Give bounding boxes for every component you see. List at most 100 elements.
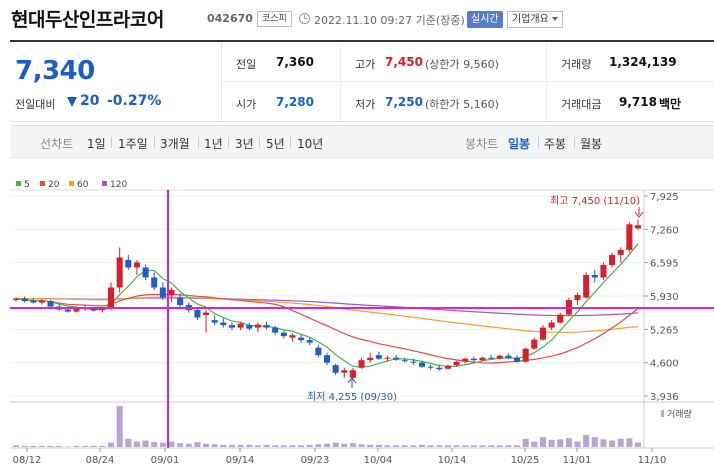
- volume-bar: [600, 439, 607, 447]
- volume-bar: [246, 444, 253, 447]
- market-badge: 코스피: [257, 11, 292, 27]
- volume-bar: [565, 438, 572, 447]
- candlestick-chart[interactable]: 5 20 60 120 7,925 7,260 6,595 5,930 5,265 4,600 3,…: [0, 160, 714, 471]
- lower-limit: (하한가 5,160): [425, 98, 499, 111]
- period-1y[interactable]: 1년: [204, 137, 223, 151]
- volume-bar: [479, 445, 486, 447]
- candle-weekly[interactable]: 주봉: [544, 137, 567, 151]
- period-1w[interactable]: 1주일: [118, 137, 148, 151]
- volume-bar: [401, 445, 408, 447]
- candle: [177, 297, 184, 306]
- volume-bar: [12, 445, 20, 447]
- candle: [30, 300, 37, 303]
- volume-bar: [64, 446, 71, 447]
- high-cell: 고가 7,450 (상한가 9,560): [340, 42, 546, 82]
- volume-bar: [263, 444, 270, 447]
- volume-bar: [306, 444, 313, 447]
- candle: [419, 362, 426, 367]
- low-cell: 저가 7,250 (하한가 5,160): [340, 82, 546, 122]
- open-cell: 시가 7,280: [222, 82, 340, 122]
- volume-bar: [220, 444, 227, 447]
- volume-bar: [38, 445, 45, 447]
- stock-name: 현대두산인프라코어: [11, 9, 164, 31]
- legend-label-5: 5: [24, 180, 30, 190]
- ma60-line: [15, 296, 639, 334]
- volume-bar: [505, 445, 512, 447]
- prev-close-label: 전일: [236, 58, 257, 71]
- high-value: 7,450: [385, 55, 423, 69]
- upper-limit: (상한가 9,560): [425, 58, 499, 71]
- volume-bar: [539, 437, 546, 447]
- candle: [427, 366, 434, 368]
- volume-bar: [30, 445, 37, 447]
- x-tick-label: 10/14: [438, 455, 467, 466]
- candle-daily[interactable]: 일봉: [508, 137, 531, 151]
- y-tick-label: 7,925: [650, 192, 679, 203]
- candle: [220, 322, 227, 326]
- candle: [133, 262, 140, 268]
- period-5y[interactable]: 5년: [266, 137, 285, 151]
- volume-bar: [254, 445, 261, 447]
- volume-bar: [462, 445, 469, 447]
- stock-header: 현대두산인프라코어 042670 코스피 2022.11.10 09:27 기준…: [0, 0, 714, 38]
- volume-bar: [280, 445, 287, 447]
- candle: [393, 357, 400, 360]
- change-label: 전일대비: [15, 98, 56, 111]
- company-info-label: 기업개요: [512, 14, 549, 25]
- period-1d[interactable]: 1일: [87, 137, 106, 151]
- volume-bar: [151, 442, 158, 447]
- volume-bar: [133, 441, 140, 447]
- candle: [159, 287, 166, 298]
- candle: [47, 301, 54, 307]
- ma20-line: [15, 293, 639, 364]
- candle: [505, 355, 512, 358]
- chevron-down-icon: [551, 17, 558, 21]
- candle: [298, 337, 305, 341]
- candle: [12, 298, 20, 301]
- candle-chart-tab[interactable]: 봉차트: [465, 137, 499, 151]
- line-chart-tab[interactable]: 선차트: [40, 137, 74, 151]
- candle: [263, 325, 270, 328]
- candle: [539, 327, 546, 340]
- period-3m[interactable]: 3개월: [160, 137, 190, 151]
- candle: [470, 358, 477, 361]
- volume-bar: [557, 439, 564, 447]
- divider: [154, 137, 155, 148]
- volume-bar: [56, 445, 63, 447]
- volume-bar: [634, 442, 642, 447]
- volume-bar: [393, 445, 400, 447]
- y-tick-label: 3,936: [650, 392, 679, 403]
- candle: [634, 225, 642, 229]
- candle: [453, 361, 460, 366]
- price-chart[interactable]: 5 20 60 120 7,925 7,260 6,595 5,930 5,265 4,600 3,…: [0, 160, 714, 471]
- volume-bar: [358, 444, 365, 447]
- candle: [358, 360, 365, 368]
- change-percent: -0.27%: [107, 93, 162, 109]
- amount-label: 거래대금: [561, 98, 602, 111]
- volume-bar: [341, 443, 348, 447]
- period-3y[interactable]: 3년: [235, 137, 254, 151]
- volume-bar: [90, 445, 97, 447]
- candle: [237, 323, 244, 328]
- candle: [349, 370, 356, 378]
- company-info-dropdown[interactable]: 기업개요: [507, 11, 563, 28]
- period-10y[interactable]: 10년: [297, 137, 324, 151]
- down-arrow-icon: [67, 97, 77, 107]
- volume-bar: [367, 444, 374, 447]
- volume-bar: [237, 444, 244, 447]
- candle: [228, 325, 235, 328]
- candle: [116, 257, 123, 288]
- volume-label: 거래량: [561, 58, 592, 71]
- y-tick-label: 4,600: [650, 359, 679, 370]
- legend-label-60: 60: [77, 180, 89, 190]
- candle: [64, 309, 71, 312]
- candle-monthly[interactable]: 월봉: [580, 137, 603, 151]
- candle: [600, 264, 607, 278]
- realtime-button[interactable]: 실시간: [467, 11, 503, 28]
- legend-swatch-60: [69, 181, 74, 186]
- candle: [462, 358, 469, 362]
- volume-bar: [168, 441, 175, 447]
- clock-icon: [299, 13, 310, 24]
- change-value: 20: [80, 93, 100, 109]
- candle: [341, 370, 348, 373]
